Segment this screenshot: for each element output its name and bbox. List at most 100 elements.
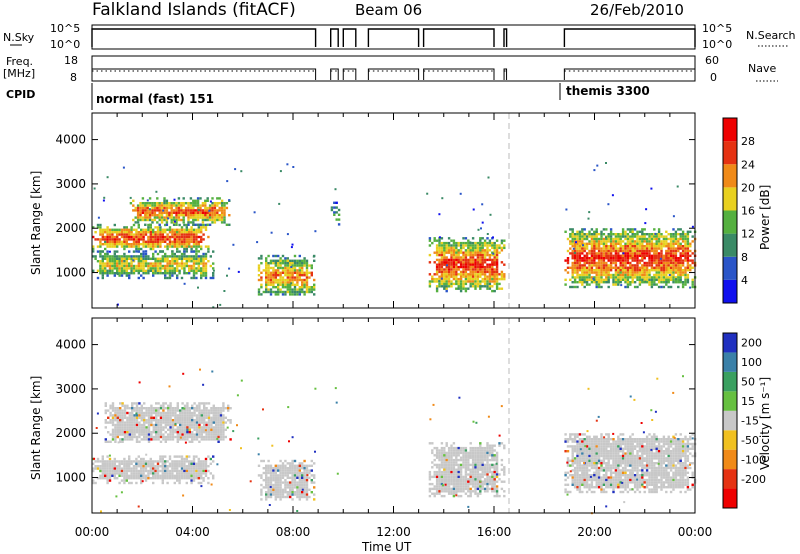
echo-cell xyxy=(183,472,186,475)
echo-cell xyxy=(593,261,596,265)
echo-cell xyxy=(113,272,116,275)
echo-cell xyxy=(123,474,126,477)
echo-cell xyxy=(464,454,468,457)
echo-cell xyxy=(645,264,649,267)
echo-cell xyxy=(135,245,138,248)
echo-cell xyxy=(597,259,601,262)
echo-cell xyxy=(438,475,441,479)
echo-cell xyxy=(137,233,140,236)
echo-cell xyxy=(163,209,166,212)
echo-cell xyxy=(607,254,610,257)
echo-cell xyxy=(260,474,263,477)
echo-cell xyxy=(121,416,124,419)
echo-cell xyxy=(165,223,169,226)
echo-cell xyxy=(669,278,673,281)
echo-cell xyxy=(645,252,649,255)
echo-cell xyxy=(116,423,119,427)
echo-cell xyxy=(595,271,598,274)
echo-cell xyxy=(192,245,196,248)
echo-cell xyxy=(313,486,316,489)
echo-cell xyxy=(672,240,675,243)
echo-cell xyxy=(626,276,630,279)
echo-cell xyxy=(108,269,112,272)
echo-cell xyxy=(191,431,194,434)
echo-cell xyxy=(167,411,170,415)
echo-cell xyxy=(595,283,598,286)
echo-cell xyxy=(152,460,155,463)
echo-cell xyxy=(677,281,680,284)
echo-cell xyxy=(462,478,465,481)
echo-cell xyxy=(657,252,661,255)
echo-cell xyxy=(96,238,100,241)
echo-cell xyxy=(665,257,668,260)
echo-cell xyxy=(464,487,468,491)
echo-cell xyxy=(500,249,504,252)
echo-cell xyxy=(440,461,444,464)
echo-cell xyxy=(595,230,598,233)
echo-cell xyxy=(435,239,439,242)
echo-cell xyxy=(128,250,131,253)
echo-cell xyxy=(428,280,432,283)
echo-cell xyxy=(157,411,160,415)
echo-cell xyxy=(180,276,184,280)
echo-cell xyxy=(162,404,165,407)
echo-cell xyxy=(495,285,499,288)
echo-cell xyxy=(455,249,458,252)
echo-cell xyxy=(106,262,109,265)
echo-cell xyxy=(284,471,287,475)
echo-cell xyxy=(689,230,692,233)
echo-cell xyxy=(626,285,630,289)
echo-cell xyxy=(196,204,200,207)
echo-cell xyxy=(161,233,164,236)
echo-cell xyxy=(187,216,190,219)
echo-cell xyxy=(141,216,145,219)
echo-cell xyxy=(218,197,221,200)
echo-cell xyxy=(190,472,193,475)
echo-cell xyxy=(186,435,189,439)
echo-cell xyxy=(200,260,203,263)
echo-cell xyxy=(459,473,463,476)
echo-cell xyxy=(467,287,470,290)
echo-cell xyxy=(140,233,143,236)
echo-cell xyxy=(435,482,439,486)
echo-cell xyxy=(173,245,176,248)
echo-cell xyxy=(207,411,211,415)
echo-cell xyxy=(160,211,164,214)
echo-cell xyxy=(578,233,582,236)
echo-cell xyxy=(641,233,644,236)
echo-cell xyxy=(116,267,119,270)
echo-cell xyxy=(593,235,596,238)
echo-cell xyxy=(636,249,639,253)
echo-cell xyxy=(171,414,175,417)
echo-cell xyxy=(452,256,456,259)
echo-cell xyxy=(474,275,477,278)
echo-cell xyxy=(147,414,151,417)
echo-cell xyxy=(471,246,475,250)
echo-cell xyxy=(689,269,692,272)
echo-cell xyxy=(686,245,690,248)
echo-cell xyxy=(469,265,472,269)
echo-cell xyxy=(168,228,172,231)
echo-cell xyxy=(101,257,104,260)
echo-cell xyxy=(167,438,170,441)
echo-cell xyxy=(672,257,675,260)
echo-cell xyxy=(181,421,184,424)
echo-cell xyxy=(648,257,651,260)
echo-cell xyxy=(106,474,109,477)
echo-cell xyxy=(204,214,207,217)
echo-cell xyxy=(265,278,268,282)
echo-cell xyxy=(633,264,637,267)
echo-cell xyxy=(293,269,297,272)
echo-cell xyxy=(459,273,463,276)
echo-cell xyxy=(120,231,124,234)
echo-cell xyxy=(571,228,574,231)
echo-cell xyxy=(128,414,131,417)
echo-cell xyxy=(128,416,131,419)
echo-cell xyxy=(131,431,134,434)
echo-cell xyxy=(132,267,136,270)
echo-cell xyxy=(464,289,468,293)
echo-cell xyxy=(163,206,166,210)
echo-cell xyxy=(576,252,579,255)
echo-cell xyxy=(665,235,668,238)
echo-cell xyxy=(217,431,220,434)
